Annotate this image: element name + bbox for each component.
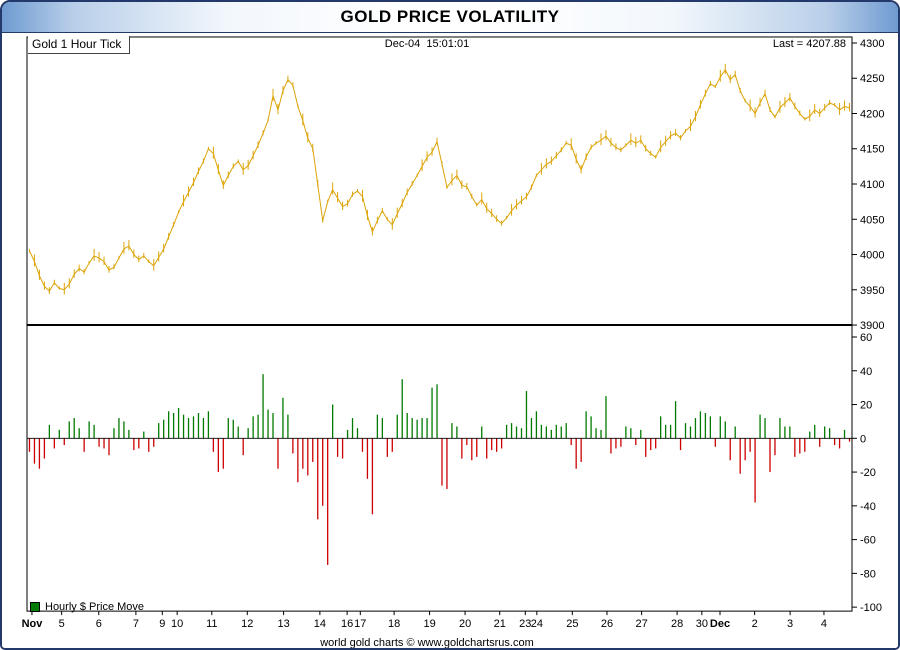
chart-timestamp: Dec-04 15:01:01 <box>384 38 470 50</box>
svg-text:11: 11 <box>206 618 217 630</box>
svg-text:4050: 4050 <box>860 214 884 226</box>
svg-text:28: 28 <box>671 618 683 630</box>
svg-text:25: 25 <box>566 618 578 630</box>
svg-text:3: 3 <box>787 618 793 630</box>
svg-text:4250: 4250 <box>860 73 884 85</box>
svg-text:4: 4 <box>821 618 827 630</box>
svg-text:9: 9 <box>159 618 165 630</box>
svg-text:4200: 4200 <box>860 108 884 120</box>
svg-text:Nov: Nov <box>22 618 44 630</box>
series-label: Gold 1 Hour Tick <box>28 36 131 54</box>
svg-text:60: 60 <box>860 332 872 344</box>
svg-text:12: 12 <box>241 618 253 630</box>
svg-text:21: 21 <box>494 618 506 630</box>
svg-text:27: 27 <box>636 618 648 630</box>
svg-text:-80: -80 <box>860 568 876 580</box>
last-price: Last = 4207.88 <box>772 38 846 50</box>
svg-text:18: 18 <box>388 618 400 630</box>
title-bar: GOLD PRICE VOLATILITY <box>2 2 898 33</box>
svg-text:4000: 4000 <box>860 250 884 262</box>
credit-line: world gold charts © www.goldchartsrus.co… <box>320 637 534 649</box>
svg-text:3950: 3950 <box>860 285 884 297</box>
svg-text:3900: 3900 <box>860 320 884 332</box>
svg-text:5: 5 <box>59 618 65 630</box>
svg-text:16: 16 <box>341 618 353 630</box>
svg-text:4300: 4300 <box>860 38 884 50</box>
svg-text:7: 7 <box>133 618 139 630</box>
svg-text:20: 20 <box>860 400 872 412</box>
legend: Hourly $ Price Move <box>30 601 144 613</box>
svg-text:17: 17 <box>354 618 366 630</box>
svg-text:-20: -20 <box>860 467 876 479</box>
svg-text:20: 20 <box>459 618 471 630</box>
svg-text:-100: -100 <box>860 602 882 614</box>
svg-text:4150: 4150 <box>860 144 884 156</box>
page-title: GOLD PRICE VOLATILITY <box>340 7 560 26</box>
svg-text:23: 23 <box>519 618 531 630</box>
svg-text:0: 0 <box>860 433 866 445</box>
svg-text:Dec: Dec <box>710 618 730 630</box>
svg-text:13: 13 <box>277 618 289 630</box>
svg-text:2: 2 <box>752 618 758 630</box>
svg-text:-60: -60 <box>860 535 876 547</box>
svg-text:30: 30 <box>696 618 708 630</box>
svg-text:26: 26 <box>601 618 613 630</box>
svg-text:10: 10 <box>171 618 183 630</box>
chart-area: 3900 3950 4000 4050 4100 4150 4200 4250 4300 -100… <box>2 33 898 648</box>
volatility-chart: 390039504000405041004150420042504300-100… <box>22 36 884 630</box>
svg-text:14: 14 <box>314 618 326 630</box>
svg-text:19: 19 <box>423 618 435 630</box>
svg-text:24: 24 <box>531 618 543 630</box>
legend-label: Hourly $ Price Move <box>45 601 145 613</box>
svg-text:-40: -40 <box>860 501 876 513</box>
svg-text:6: 6 <box>96 618 102 630</box>
svg-text:40: 40 <box>860 366 872 378</box>
svg-text:4100: 4100 <box>860 179 884 191</box>
legend-swatch <box>30 602 40 612</box>
